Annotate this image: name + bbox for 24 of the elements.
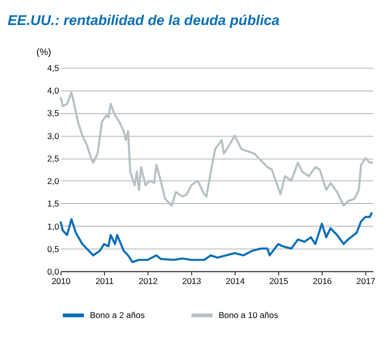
- x-tick-label: 2010: [52, 276, 71, 286]
- y-tick-label: 4,0: [47, 86, 60, 96]
- y-tick-label: 1,0: [47, 221, 60, 232]
- x-tick-label: 2011: [95, 276, 114, 286]
- x-tick-label: 2012: [138, 276, 158, 286]
- y-tick-label: 4,5: [47, 63, 60, 74]
- x-tick-label: 2016: [312, 276, 332, 286]
- x-tick-label: 2013: [182, 276, 202, 286]
- y-tick-label: 0,0: [47, 266, 60, 276]
- legend-label: Bono a 2 años: [90, 310, 145, 320]
- line-series: [60, 211, 373, 264]
- x-tick-label: 2017: [356, 276, 376, 286]
- y-tick-label: 3,5: [47, 108, 60, 118]
- y-tick-label: 0,5: [47, 244, 60, 254]
- chart-title: EE.UU.: rentabilidad de la deuda pública: [8, 13, 280, 30]
- y-tick-label: 3,0: [47, 130, 60, 141]
- x-tick-label: 2014: [226, 276, 245, 286]
- legend-label: Bono a 10 años: [218, 310, 278, 320]
- y-tick-label: 2,5: [47, 153, 60, 164]
- y-tick-label: 2,0: [47, 176, 60, 186]
- y-axis-title: (%): [36, 46, 52, 58]
- x-tick-label: 2015: [269, 276, 288, 286]
- y-tick-label: 1,5: [47, 198, 60, 209]
- line-series: [60, 92, 374, 207]
